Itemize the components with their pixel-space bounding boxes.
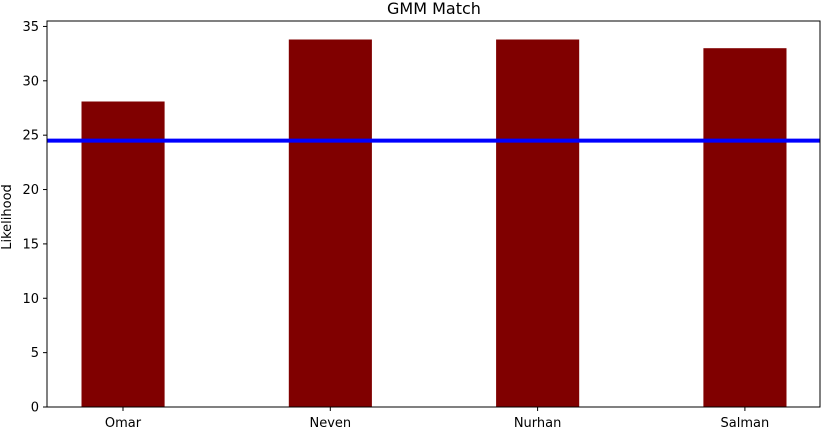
y-tick-label: 20 — [22, 183, 39, 198]
y-tick-label: 15 — [22, 237, 39, 252]
y-tick-label: 35 — [22, 20, 39, 35]
axes-frame — [46, 20, 821, 408]
y-tick-label: 10 — [22, 292, 39, 307]
y-axis-label: Likelihood — [0, 184, 15, 250]
axes-group — [46, 20, 821, 408]
bar-salman — [703, 48, 787, 407]
y-tick-label: 5 — [31, 346, 39, 361]
x-tick-label-omar: Omar — [105, 416, 142, 431]
y-ticks-group: 0 5 10 15 20 25 30 35 — [22, 20, 47, 416]
bar-nurhan — [496, 39, 580, 407]
chart-title: GMM Match — [387, 0, 481, 18]
bars-group — [81, 39, 787, 407]
y-tick-label: 30 — [22, 74, 39, 89]
bar-omar — [81, 101, 165, 407]
bar-neven — [288, 39, 372, 407]
x-tick-label-salman: Salman — [721, 416, 770, 431]
x-ticks-group: Omar Neven Nurhan Salman — [105, 407, 769, 431]
x-tick-label-neven: Neven — [309, 416, 351, 431]
x-tick-label-nurhan: Nurhan — [514, 416, 562, 431]
y-tick-label: 0 — [31, 401, 39, 416]
y-tick-label: 25 — [22, 129, 39, 144]
